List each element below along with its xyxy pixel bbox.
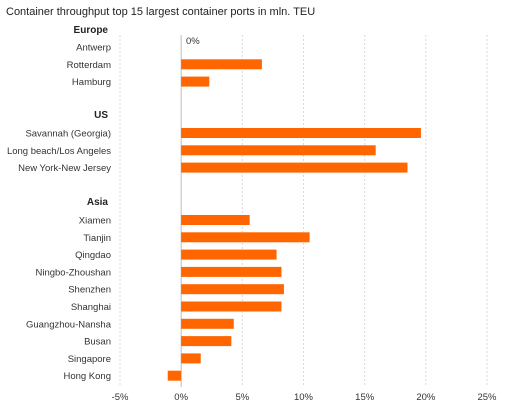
bar xyxy=(181,145,376,156)
tick-layer: -5% 0% 5% 10% 15% 20% 25% xyxy=(112,392,498,403)
bar-layer xyxy=(167,59,421,381)
category-label: Rotterdam xyxy=(67,60,111,71)
category-label: Singapore xyxy=(68,354,111,365)
zero-label: 0% xyxy=(186,36,200,47)
bar xyxy=(181,353,201,364)
category-label: Tianjin xyxy=(83,233,111,244)
category-label: Guangzhou-Nansha xyxy=(26,319,112,330)
category-label: Ningbo-Zhoushan xyxy=(35,267,111,278)
category-label: Long beach/Los Angeles xyxy=(7,146,111,157)
x-tick-label: 5% xyxy=(235,392,249,403)
x-tick-label: 15% xyxy=(355,392,375,403)
category-label: Hong Kong xyxy=(63,371,111,382)
bar xyxy=(181,336,232,347)
bar xyxy=(181,266,282,277)
group-heading: Asia xyxy=(87,197,109,208)
category-label: Xiamen xyxy=(79,216,111,227)
bar xyxy=(167,370,182,381)
grid-layer xyxy=(119,35,488,387)
category-label: Hamburg xyxy=(72,77,111,88)
bar xyxy=(181,162,408,173)
x-tick-label: 0% xyxy=(174,392,188,403)
category-label: Antwerp xyxy=(76,43,111,54)
category-label: Qingdao xyxy=(75,250,111,261)
bar xyxy=(181,59,262,70)
bar xyxy=(181,215,250,225)
x-tick-label: 10% xyxy=(294,392,314,403)
bar xyxy=(181,249,277,260)
bar xyxy=(181,128,421,138)
bar xyxy=(181,318,234,329)
x-tick-label: 25% xyxy=(477,392,497,403)
category-label: Busan xyxy=(84,337,111,348)
bar xyxy=(181,284,284,295)
group-heading: Europe xyxy=(74,25,109,36)
category-label: New York-New Jersey xyxy=(18,163,111,174)
group-heading: US xyxy=(94,110,108,121)
category-label: Shanghai xyxy=(71,302,111,313)
label-layer: Europe Antwerp Rotterdam Hamburg US Savannah … xyxy=(7,25,112,382)
x-tick-label: 20% xyxy=(416,392,436,403)
x-tick-label: -5% xyxy=(112,392,129,403)
category-label: Savannah (Georgia) xyxy=(25,129,111,140)
chart-title: Container throughput top 15 largest cont… xyxy=(6,6,316,18)
bar xyxy=(181,76,210,87)
category-label: Shenzhen xyxy=(68,285,111,296)
bar xyxy=(181,232,310,243)
bar xyxy=(181,301,282,312)
